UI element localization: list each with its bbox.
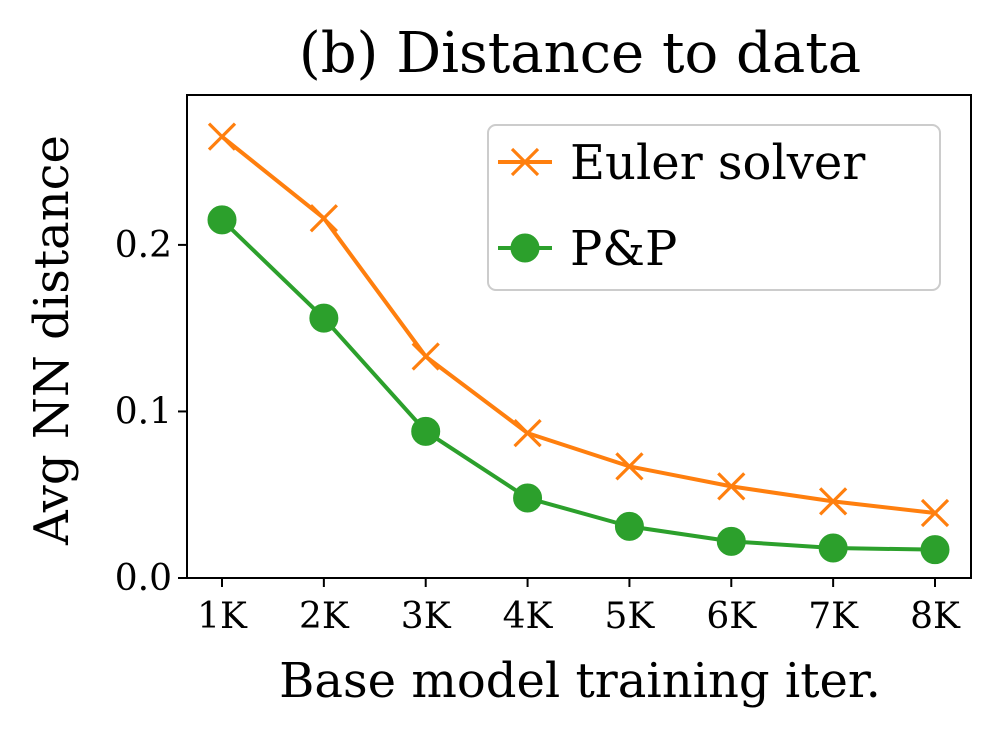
legend-label-euler-solver: Euler solver (570, 135, 865, 191)
data-point-euler-solver (309, 204, 338, 233)
data-point-p-p (309, 303, 339, 333)
series-p-p (207, 205, 950, 565)
legend: Euler solver P&P (487, 124, 941, 291)
data-point-euler-solver (615, 452, 644, 481)
x-tick-label: 4K (503, 596, 554, 637)
data-point-p-p (920, 535, 950, 565)
data-point-euler-solver (819, 487, 848, 516)
legend-label-p-p: P&P (570, 221, 677, 277)
data-point-euler-solver (411, 342, 440, 371)
data-point-euler-solver (513, 418, 542, 448)
x-tick-label: 7K (808, 596, 859, 637)
series-line-euler-solver (220, 135, 936, 516)
data-point-p-p (207, 205, 237, 235)
data-point-euler-solver (920, 498, 950, 528)
data-point-p-p (513, 483, 543, 513)
x-tick-label: 5K (605, 596, 656, 637)
y-tick-label: 0.2 (115, 225, 172, 266)
series-euler-solver (207, 122, 950, 528)
data-point-p-p (614, 511, 644, 541)
data-point-euler-solver (717, 472, 746, 501)
series-line-p-p (220, 218, 936, 552)
legend-marker-euler-solver (510, 147, 540, 177)
chart-title: (b) Distance to data (299, 21, 861, 86)
data-point-euler-solver (207, 122, 237, 151)
data-point-p-p (818, 533, 848, 563)
axes: 1K 2K 3K 4K 5K 6K 7K 8K 0.0 0.1 0.2 (115, 94, 972, 637)
x-tick-label: 2K (299, 596, 350, 637)
y-tick-label: 0.1 (115, 391, 172, 432)
legend-marker-p-p (510, 233, 540, 263)
x-tick-label: 6K (706, 596, 757, 637)
plot-series (207, 122, 950, 565)
x-tick-label: 3K (401, 596, 452, 637)
data-point-p-p (411, 416, 441, 446)
data-point-p-p (716, 526, 746, 556)
legend-box (487, 124, 941, 291)
plot-frame (186, 94, 972, 579)
y-tick-label: 0.0 (115, 558, 172, 599)
x-tick-label: 1K (197, 596, 248, 637)
x-axis-label: Base model training iter. (279, 653, 881, 709)
y-axis-label: Avg NN distance (24, 135, 80, 546)
x-tick-label: 8K (910, 596, 961, 637)
